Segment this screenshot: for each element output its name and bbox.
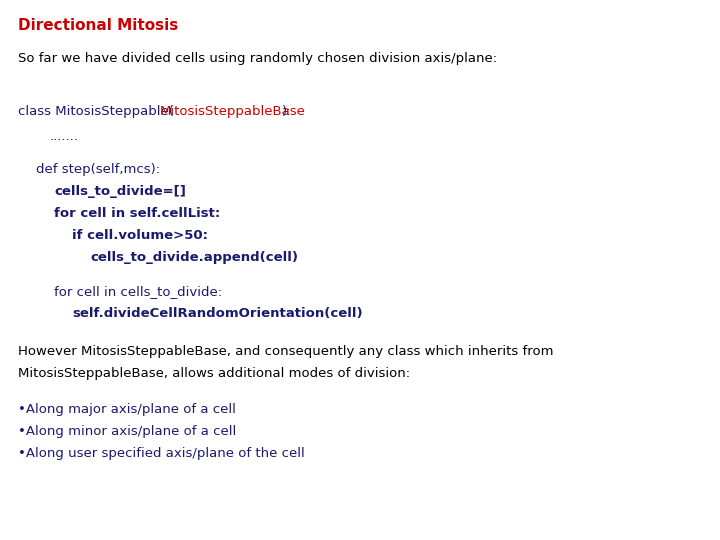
Text: def step(self,mcs):: def step(self,mcs): (36, 163, 160, 176)
Text: •Along minor axis/plane of a cell: •Along minor axis/plane of a cell (18, 425, 236, 438)
Text: Directional Mitosis: Directional Mitosis (18, 18, 179, 33)
Text: •Along user specified axis/plane of the cell: •Along user specified axis/plane of the … (18, 447, 305, 460)
Text: MitosisSteppableBase, allows additional modes of division:: MitosisSteppableBase, allows additional … (18, 367, 410, 380)
Text: cells_to_divide=[]: cells_to_divide=[] (54, 185, 186, 198)
Text: .......: ....... (50, 130, 79, 143)
Text: for cell in cells_to_divide:: for cell in cells_to_divide: (54, 285, 222, 298)
Text: MitosisSteppableBase: MitosisSteppableBase (159, 105, 305, 118)
Text: So far we have divided cells using randomly chosen division axis/plane:: So far we have divided cells using rando… (18, 52, 497, 65)
Text: •Along major axis/plane of a cell: •Along major axis/plane of a cell (18, 403, 236, 416)
Text: class MitosisSteppable(: class MitosisSteppable( (18, 105, 174, 118)
Text: self.divideCellRandomOrientation(cell): self.divideCellRandomOrientation(cell) (72, 307, 363, 320)
Text: for cell in self.cellList:: for cell in self.cellList: (54, 207, 220, 220)
Text: cells_to_divide.append(cell): cells_to_divide.append(cell) (90, 251, 298, 264)
Text: if cell.volume>50:: if cell.volume>50: (72, 229, 208, 242)
Text: However MitosisSteppableBase, and consequently any class which inherits from: However MitosisSteppableBase, and conseq… (18, 345, 554, 358)
Text: ):: ): (282, 105, 292, 118)
